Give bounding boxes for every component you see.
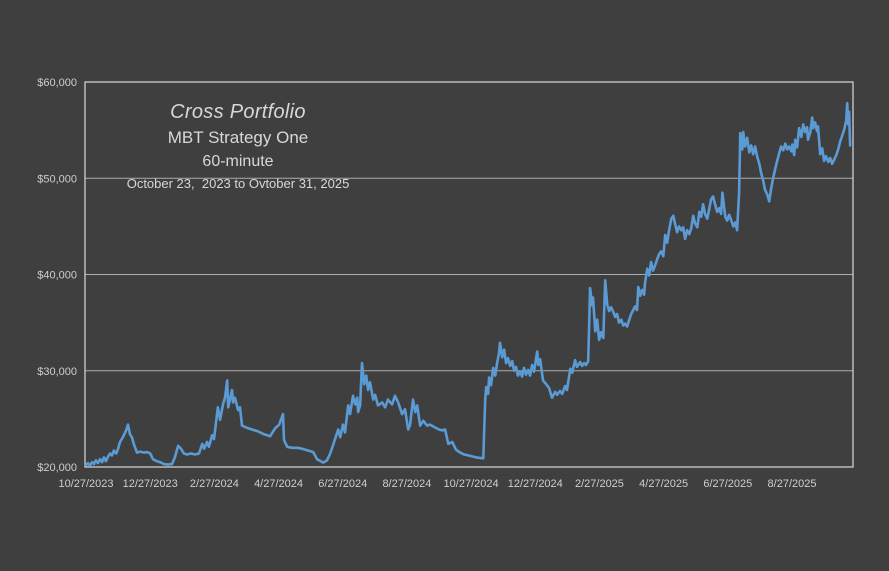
x-axis-tick-label: 6/27/2025 <box>703 478 752 490</box>
x-axis-tick-label: 12/27/2024 <box>508 478 563 490</box>
x-axis-tick-label: 4/27/2024 <box>254 478 303 490</box>
x-axis-tick-label: 10/27/2023 <box>58 478 113 490</box>
y-gridlines <box>85 177 853 372</box>
x-axis-tick-label: 2/27/2025 <box>575 478 624 490</box>
x-axis-tick-label: 2/27/2024 <box>190 478 239 490</box>
plot-border <box>84 81 854 468</box>
x-axis-tick-labels: 10/27/2023 12/27/2023 2/27/2024 4/27/2024 6/… <box>58 478 816 490</box>
x-axis-tick-label: 4/27/2025 <box>639 478 688 490</box>
y-axis-tick-label: $30,000 <box>37 366 77 378</box>
y-axis-tick-label: $50,000 <box>37 173 77 185</box>
x-axis-tick-label: 10/27/2024 <box>444 478 499 490</box>
y-axis-tick-label: $20,000 <box>37 462 77 474</box>
y-axis-tick-label: $40,000 <box>37 270 77 282</box>
y-axis-tick-label: $60,000 <box>37 77 77 89</box>
equity-line-series <box>84 101 852 467</box>
x-axis-tick-label: 12/27/2023 <box>123 478 178 490</box>
x-axis-tick-label: 8/27/2024 <box>382 478 431 490</box>
x-axis-tick-label: 6/27/2024 <box>318 478 367 490</box>
x-axis-tick-label: 8/27/2025 <box>768 478 817 490</box>
y-axis-tick-labels: $20,000 $30,000 $40,000 $50,000 $60,000 <box>37 77 77 474</box>
